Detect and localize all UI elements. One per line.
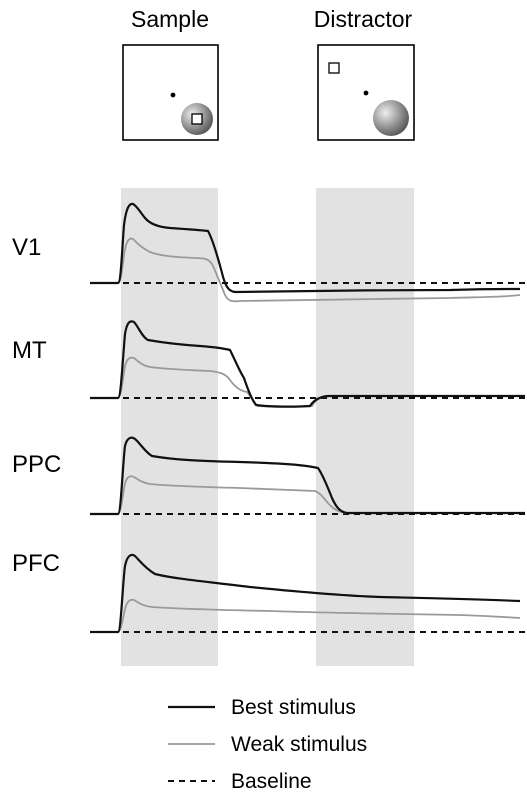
distractor-title: Distractor bbox=[314, 6, 413, 32]
trace-group-pfc bbox=[90, 553, 525, 634]
best-trace-pfc bbox=[90, 553, 521, 634]
weak-trace-pfc bbox=[90, 598, 521, 633]
sample-epoch-shade bbox=[121, 188, 218, 666]
legend-label-best: Best stimulus bbox=[231, 696, 356, 719]
area-label-ppc: PPC bbox=[12, 451, 61, 478]
distractor-epoch-shade bbox=[316, 188, 414, 666]
legend-label-baseline: Baseline bbox=[231, 770, 312, 793]
weak-trace-v1 bbox=[90, 237, 521, 303]
best-trace-v1 bbox=[90, 202, 521, 294]
sample-title: Sample bbox=[131, 6, 209, 32]
trace-group-mt bbox=[90, 320, 525, 408]
area-label-mt: MT bbox=[12, 337, 47, 364]
legend-label-weak: Weak stimulus bbox=[231, 733, 367, 756]
area-label-v1: V1 bbox=[12, 234, 41, 261]
fixation-dot bbox=[363, 90, 369, 96]
trace-group-ppc bbox=[90, 436, 525, 516]
distractor-stimulus-square bbox=[328, 62, 340, 74]
best-trace-ppc bbox=[90, 436, 525, 516]
legend: Best stimulus Weak stimulus Baseline bbox=[168, 696, 367, 793]
fixation-dot bbox=[170, 92, 176, 98]
receptive-field-disc bbox=[373, 100, 409, 136]
distractor-display bbox=[317, 44, 415, 141]
area-label-pfc: PFC bbox=[12, 550, 60, 577]
sample-display bbox=[122, 44, 219, 141]
best-trace-mt bbox=[90, 320, 525, 408]
sample-stimulus-square bbox=[191, 113, 203, 125]
trace-group-v1 bbox=[90, 202, 525, 303]
